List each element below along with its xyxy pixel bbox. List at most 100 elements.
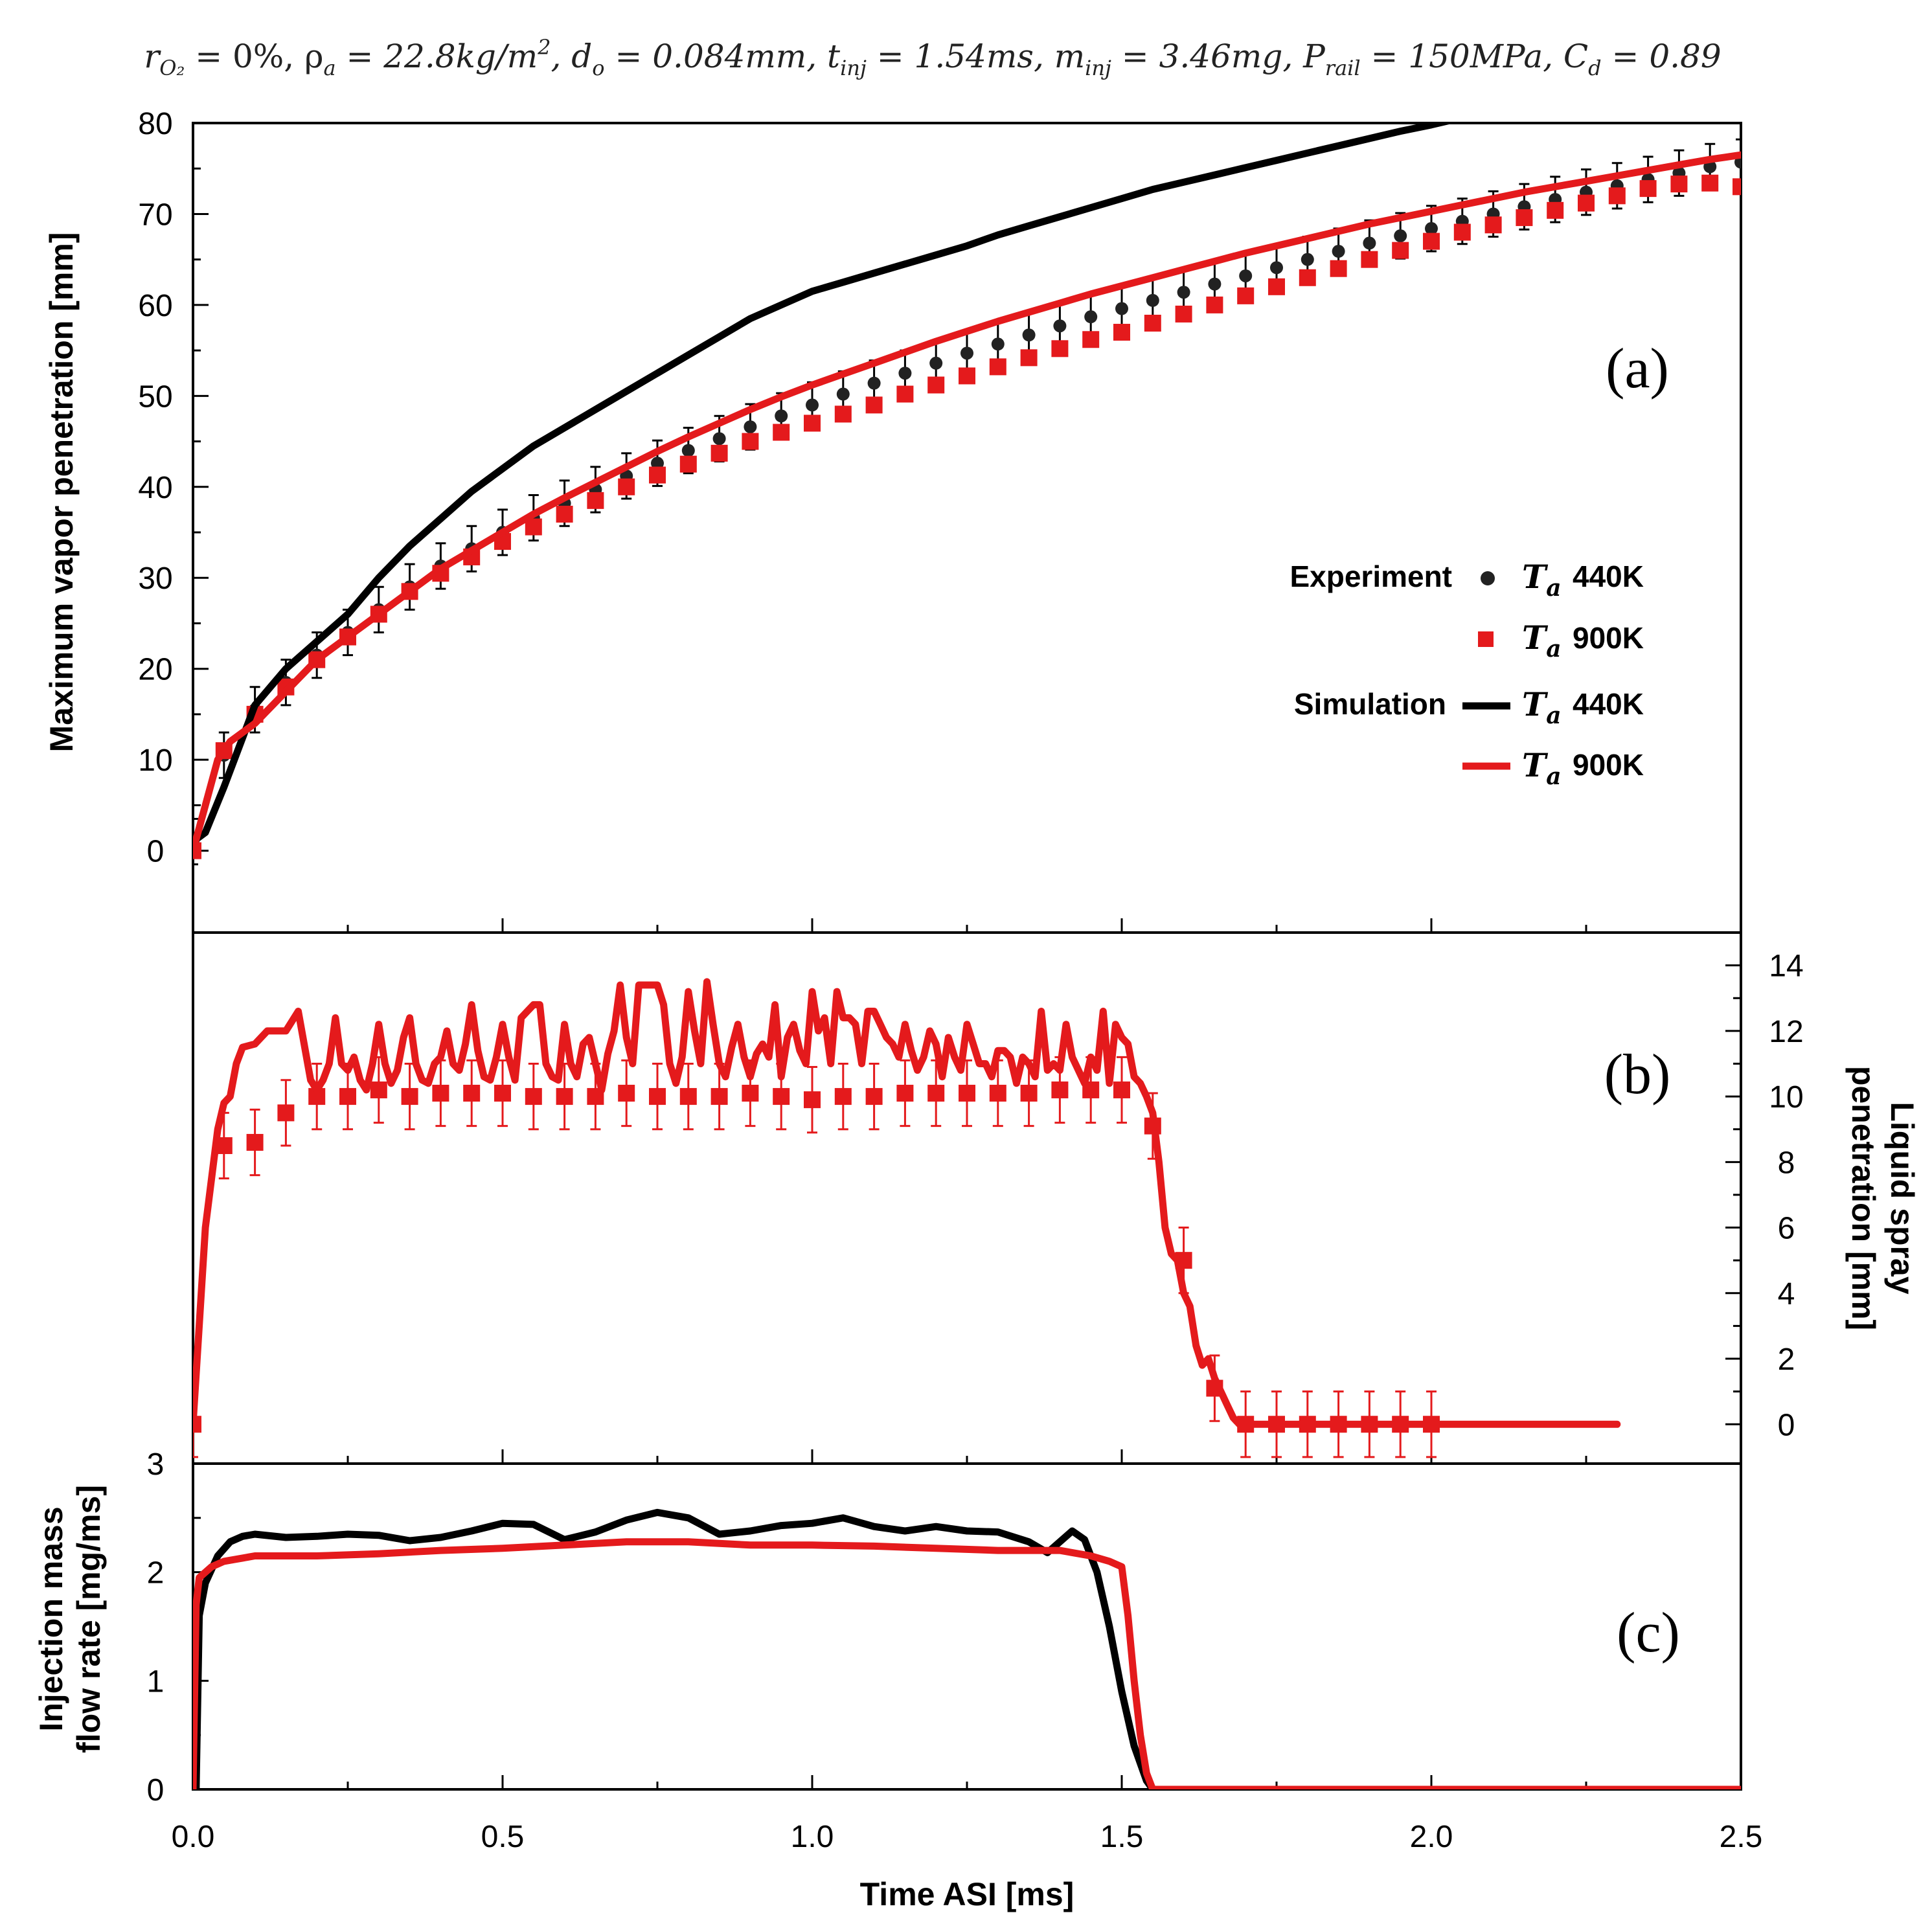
panel-b-frame [192,931,1742,1465]
data-point-900k [989,1085,1006,1102]
data-point-900k [679,1088,697,1105]
panel-c-ytick-label: 3 [147,1447,165,1482]
panel-b-ytick-label: 4 [1778,1277,1795,1311]
data-point-900k [277,1104,295,1122]
data-point-900k [494,1085,511,1102]
legend-ta-t: T [1522,685,1549,723]
data-point-900k [339,1088,356,1105]
data-point-440k [1115,302,1128,315]
data-point-440k [681,444,695,457]
x-tick-label: 0.0 [172,1820,215,1854]
panel-a-ytick-label: 0 [147,835,165,869]
data-point-900k [742,433,759,450]
data-point-900k [1423,232,1440,250]
panel-a-ytick-label: 60 [138,289,172,323]
series-line-simulation-ta-900k [193,1538,1741,1789]
data-point-440k [1208,277,1222,291]
data-point-900k [1516,209,1533,227]
legend-label-exp-900: 900K [1573,621,1644,655]
data-point-440k [960,346,973,360]
title-part: , d [551,38,593,75]
panel-c-ylabel-line1: Injection mass [33,1506,69,1731]
data-point-900k [1392,242,1409,259]
panel-b-ytick-label: 0 [1778,1408,1795,1442]
data-point-900k [834,405,852,423]
panel-a-ytick-label: 20 [138,653,172,687]
legend-ta-sub: a [1546,635,1561,663]
data-point-900k [959,1085,975,1102]
data-point-900k [959,367,975,385]
panel-b-ylabel-line1: Liquid spray [1884,1102,1920,1294]
data-point-900k [896,385,914,403]
legend-marker-440 [1481,571,1495,585]
data-point-900k [1082,331,1100,348]
panel-b-ytick-label: 14 [1769,949,1803,984]
data-point-900k [742,1085,759,1102]
panel-c-frame [192,1462,1742,1791]
data-point-900k [679,455,697,473]
panel-a-ytick-label: 40 [138,471,172,505]
data-point-900k [1547,201,1564,219]
title-part: inj [840,56,867,80]
data-point-900k [1578,194,1595,212]
panel-a-ytick-label: 30 [138,561,172,596]
panel-a-data [193,123,1741,866]
data-point-900k [773,1088,790,1105]
data-point-900k [1453,223,1471,241]
panel-b-ytick-label: 8 [1778,1146,1795,1180]
panel-b-ytick-label: 10 [1769,1080,1803,1115]
x-tick-label: 2.5 [1720,1820,1763,1854]
data-point-440k [744,420,757,434]
title-part: = 0.89 [1602,38,1722,75]
title-part: = 22.8kg/m [336,38,538,75]
data-point-440k [1053,319,1067,333]
data-point-440k [1239,269,1253,282]
panel-label-c: (c) [1617,1602,1680,1664]
data-point-900k [865,396,883,414]
data-point-440k [775,409,788,423]
data-point-440k [1177,286,1190,299]
panel-b-ytick-label: 12 [1769,1015,1803,1049]
panel-a-ytick-label: 70 [138,198,172,232]
title-part: a [323,56,335,80]
panel-b-ylabel-line2: penetration [mm] [1845,1066,1881,1330]
title-part: = 1.54ms, m [867,38,1085,75]
data-point-900k [370,1081,387,1098]
panel-label-b: (b) [1604,1043,1671,1106]
legend-label-sim-900: 900K [1573,748,1644,782]
panel-c-ylabel-line2: flow rate [mg/ms] [71,1485,107,1753]
data-point-440k [1146,293,1159,307]
data-point-900k [463,1085,481,1102]
data-point-900k [710,444,728,462]
panel-c-ytick-label: 0 [147,1773,165,1807]
panel-a-ytick-label: 10 [138,743,172,778]
data-point-900k [1020,349,1038,367]
data-point-900k [618,1085,635,1102]
legend-label-sim-440: 440K [1573,687,1644,721]
x-tick-label: 1.5 [1100,1820,1144,1854]
data-point-900k [927,1085,945,1102]
data-point-900k [1144,314,1161,332]
legend-ta-symbol: Ta [1522,618,1562,663]
legend-ta-sub: a [1546,574,1561,602]
x-axis: 0.0 0.5 1.0 1.5 2.0 2.5 [172,1820,1763,1854]
data-point-900k [1639,180,1657,198]
legend-ta-sub: a [1546,763,1561,790]
series-line-simulation-ta-440k [193,123,1455,846]
x-tick-label: 2.0 [1410,1820,1453,1854]
data-point-900k [1051,340,1069,357]
data-point-900k [1237,287,1255,304]
data-point-900k [773,424,790,441]
data-point-900k [1484,216,1502,234]
data-point-900k [556,505,573,523]
data-point-900k [804,414,821,432]
data-point-900k [1051,1081,1069,1098]
legend: Experiment Ta 440K Ta 900K Simulation Ta… [1290,558,1644,790]
data-point-900k [1608,187,1626,205]
panel-b-ytick-label: 2 [1778,1343,1795,1377]
panel-label-a: (a) [1606,337,1669,400]
panel-b-ytick-label: 6 [1778,1212,1795,1246]
data-point-440k [867,376,881,390]
title-part: d [1588,56,1601,80]
